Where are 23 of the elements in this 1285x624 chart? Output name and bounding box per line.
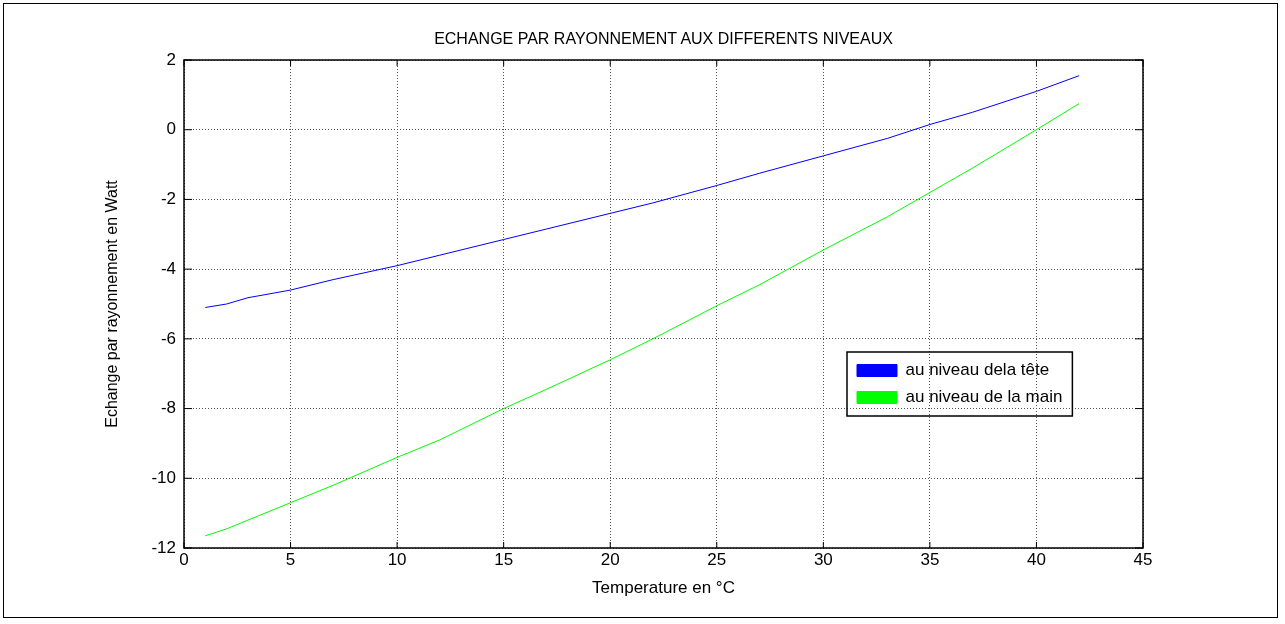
legend-label: au niveau de la main [905,387,1063,407]
y-tick-label: 0 [166,119,176,139]
x-tick-label: 40 [1026,549,1046,569]
x-tick-label: 25 [707,549,727,569]
x-tick-label: 5 [285,549,296,569]
y-tick-label: -4 [160,258,176,278]
x-tick-label: 30 [813,549,833,569]
y-tick-label: -2 [160,189,176,209]
y-tick-label: -8 [160,398,176,418]
x-tick-label: 35 [920,549,940,569]
y-tick-label: -10 [151,467,176,487]
y-axis-title: Echange par rayonnement en Watt [103,180,121,428]
x-tick-label: 10 [387,549,407,569]
y-tick-label: -6 [160,328,176,348]
x-tick-label: 20 [600,549,620,569]
y-tick-label: 2 [166,49,176,69]
x-tick-label: 15 [494,549,514,569]
x-tick-label: 45 [1133,549,1153,569]
chart-title: ECHANGE PAR RAYONNEMENT AUX DIFFERENTS NIVEAUX [433,30,894,48]
legend-label: au niveau dela tête [905,360,1050,380]
x-axis-title: Temperature en °C [591,578,736,598]
y-tick-label: -12 [151,537,176,557]
x-tick-label: 0 [179,549,189,569]
